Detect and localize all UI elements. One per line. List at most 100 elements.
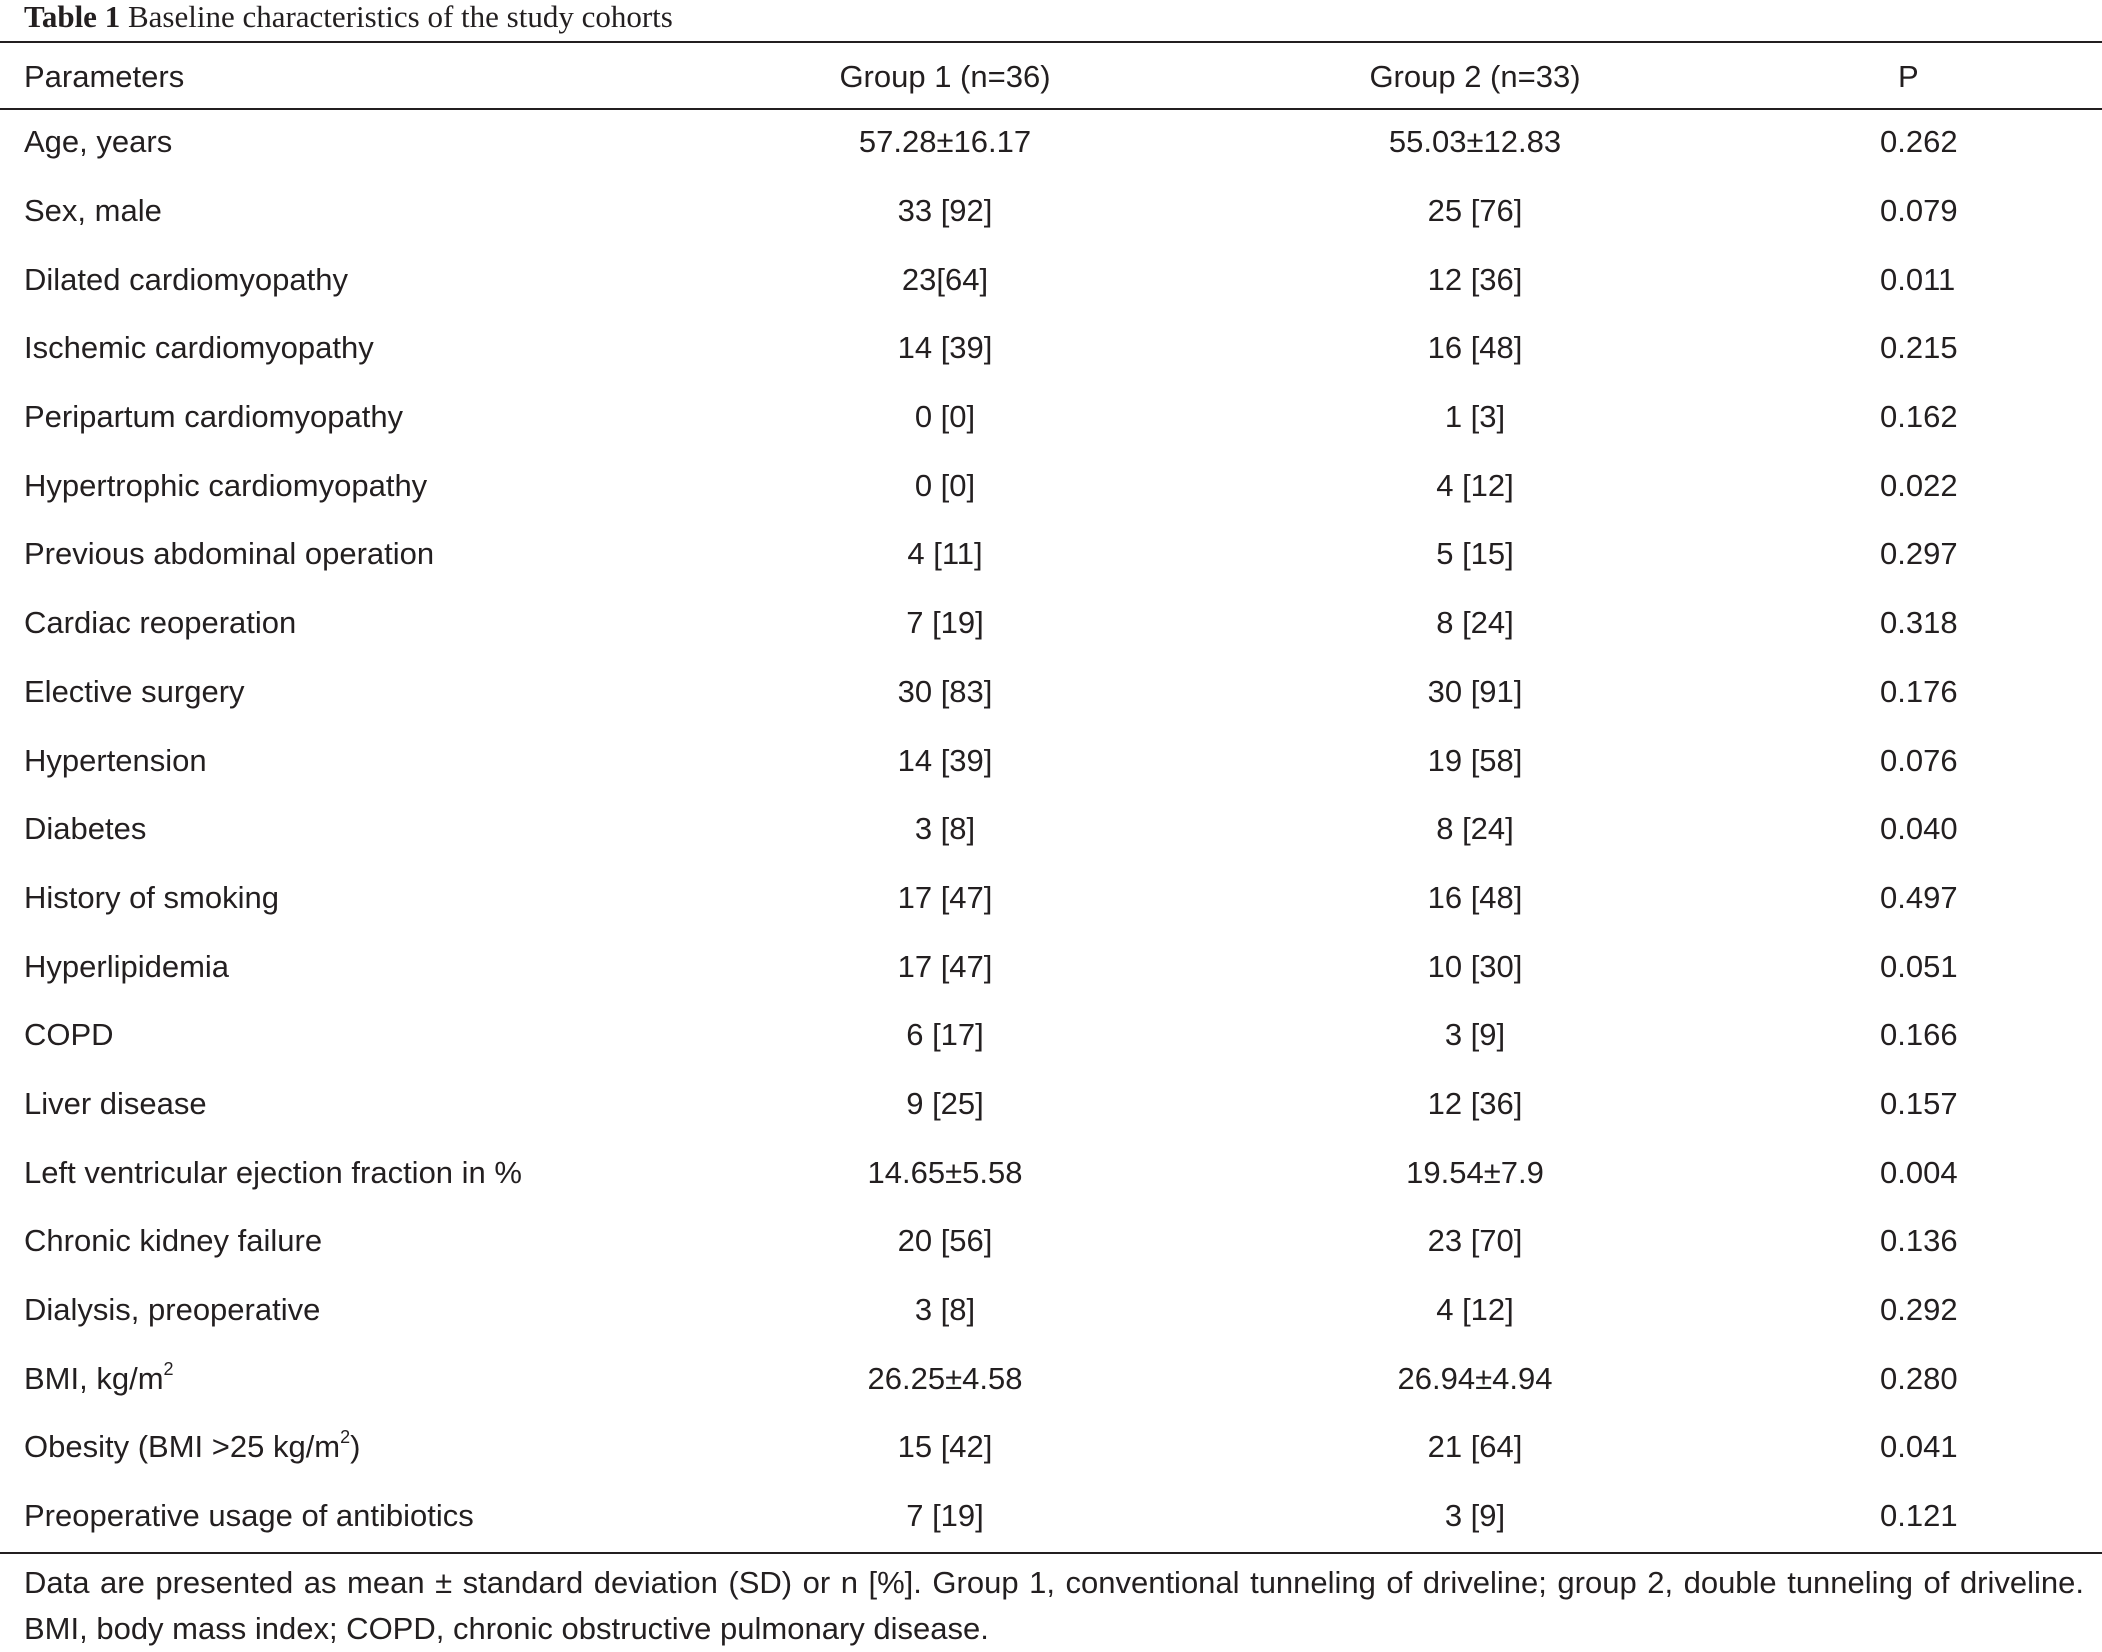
table-row: COPD 6 [17] 3 [9] 0.166	[0, 1001, 2102, 1070]
parameter-label: BMI, kg/m	[24, 1360, 164, 1396]
table-row: Peripartum cardiomyopathy 0 [0] 1 [3] 0.162	[0, 383, 2102, 452]
cell-group2: 23 [70]	[1427, 1223, 1523, 1259]
cell-p-value: 0.022	[1880, 467, 1958, 503]
cell-group1: 0 [0]	[914, 467, 976, 503]
table-row: Elective surgery 30 [83] 30 [91] 0.176	[0, 658, 2102, 727]
table-row: Previous abdominal operation 4 [11] 5 [15]…	[0, 520, 2102, 589]
parameter-label: Peripartum cardiomyopathy	[24, 399, 404, 435]
table-row: Dilated cardiomyopathy 23[64] 12 [36] 0.011	[0, 245, 2102, 314]
cell-p-value: 0.497	[1880, 879, 1958, 915]
cell-parameter: Peripartum cardiomyopathy	[0, 383, 700, 452]
cell-p-value: 0.011	[1880, 261, 1956, 297]
bottom-rule	[0, 1552, 2102, 1554]
table-row: Left ventricular ejection fraction in % 1…	[0, 1138, 2102, 1207]
cell-p-value: 0.076	[1880, 742, 1958, 778]
cell-p-value: 0.176	[1880, 673, 1958, 709]
table-row: Diabetes 3 [8] 8 [24] 0.040	[0, 795, 2102, 864]
cell-group1: 23[64]	[901, 261, 989, 297]
cell-parameter: COPD	[0, 1001, 700, 1070]
parameter-label: Age, years	[24, 124, 173, 160]
table-row: Hyperlipidemia 17 [47] 10 [30] 0.051	[0, 932, 2102, 1001]
table-row: BMI, kg/m2 26.25±4.58 26.94±4.94 0.280	[0, 1344, 2102, 1413]
cell-parameter: Left ventricular ejection fraction in %	[0, 1138, 700, 1207]
cell-parameter: Ischemic cardiomyopathy	[0, 314, 700, 383]
table-row: Dialysis, preoperative 3 [8] 4 [12] 0.292	[0, 1276, 2102, 1345]
cell-group2: 12 [36]	[1427, 1085, 1523, 1121]
parameter-superscript: 2	[340, 1427, 351, 1448]
cell-p-value: 0.297	[1880, 536, 1958, 572]
cell-group2: 26.94±4.94	[1397, 1360, 1553, 1396]
cell-p-value: 0.162	[1880, 399, 1958, 435]
parameter-label: Sex, male	[24, 193, 162, 229]
cell-parameter: Hypertrophic cardiomyopathy	[0, 451, 700, 520]
parameter-label: Hypertension	[24, 742, 207, 778]
parameter-label: Hypertrophic cardiomyopathy	[24, 467, 428, 503]
table-row: Sex, male 33 [92] 25 [76] 0.079	[0, 177, 2102, 246]
cell-p-value: 0.040	[1880, 811, 1958, 847]
cell-group2: 5 [15]	[1436, 536, 1514, 572]
cell-p-value: 0.262	[1880, 124, 1958, 160]
table-footnote: Data are presented as mean ± standard de…	[24, 1565, 2084, 1646]
cell-group1: 3 [8]	[914, 1292, 976, 1328]
cell-group2: 10 [30]	[1427, 948, 1523, 984]
parameter-label: Obesity (BMI >25 kg/m	[24, 1429, 341, 1465]
header-parameters: Parameters	[24, 58, 185, 94]
parameter-label: Dialysis, preoperative	[24, 1292, 321, 1328]
table-row: Hypertension 14 [39] 19 [58] 0.076	[0, 726, 2102, 795]
cell-group1: 33 [92]	[897, 193, 993, 229]
table-row: Hypertrophic cardiomyopathy 0 [0] 4 [12] 0.…	[0, 451, 2102, 520]
top-rule	[0, 41, 2102, 43]
cell-p-value: 0.318	[1880, 605, 1958, 641]
cell-group2: 3 [9]	[1444, 1498, 1506, 1534]
cell-group2: 30 [91]	[1427, 673, 1523, 709]
parameter-label: Preoperative usage of antibiotics	[24, 1498, 474, 1534]
cell-parameter: Cardiac reoperation	[0, 589, 700, 658]
cell-group1: 6 [17]	[906, 1017, 984, 1053]
table-row: History of smoking 17 [47] 16 [48] 0.497	[0, 864, 2102, 933]
cell-group1: 26.25±4.58	[867, 1360, 1023, 1396]
cell-group2: 8 [24]	[1436, 605, 1514, 641]
cell-parameter: Obesity (BMI >25 kg/m2)	[0, 1413, 700, 1482]
cell-parameter: Age, years	[0, 108, 700, 177]
cell-parameter: Dialysis, preoperative	[0, 1276, 700, 1345]
table-header-row: Parameters Group 1 (n=36) Group 2 (n=33)…	[0, 43, 2102, 108]
cell-group2: 19.54±7.9	[1406, 1154, 1544, 1190]
header-group2: Group 2 (n=33)	[1369, 58, 1581, 94]
table-row: Liver disease 9 [25] 12 [36] 0.157	[0, 1070, 2102, 1139]
table-row: Preoperative usage of antibiotics 7 [19] 3…	[0, 1482, 2102, 1551]
cell-group2: 21 [64]	[1427, 1429, 1523, 1465]
cell-group1: 3 [8]	[914, 811, 976, 847]
cell-group2: 19 [58]	[1427, 742, 1523, 778]
parameter-label: Previous abdominal operation	[24, 536, 435, 572]
cell-p-value: 0.215	[1880, 330, 1958, 366]
header-rule	[0, 108, 2102, 110]
cell-parameter: Chronic kidney failure	[0, 1207, 700, 1276]
cell-p-value: 0.004	[1880, 1154, 1958, 1190]
cell-group1: 14 [39]	[897, 330, 993, 366]
cell-group1: 15 [42]	[897, 1429, 993, 1465]
cell-group1: 4 [11]	[907, 536, 983, 572]
table-row: Ischemic cardiomyopathy 14 [39] 16 [48] 0.2…	[0, 314, 2102, 383]
cell-p-value: 0.136	[1880, 1223, 1958, 1259]
cell-group1: 14.65±5.58	[867, 1154, 1023, 1190]
parameter-label: Diabetes	[24, 811, 147, 847]
cell-group2: 1 [3]	[1444, 399, 1506, 435]
header-group1: Group 1 (n=36)	[839, 58, 1051, 94]
table-body: Age, years 57.28±16.17 55.03±12.83 0.262 Sex…	[0, 108, 2102, 1550]
cell-p-value: 0.079	[1880, 193, 1958, 229]
cell-group1: 7 [19]	[906, 1498, 984, 1534]
cell-parameter: Dilated cardiomyopathy	[0, 245, 700, 314]
cell-group1: 0 [0]	[914, 399, 976, 435]
cell-group2: 4 [12]	[1436, 1292, 1514, 1328]
cell-p-value: 0.280	[1880, 1360, 1958, 1396]
cell-p-value: 0.157	[1880, 1085, 1958, 1121]
cell-group1: 30 [83]	[897, 673, 993, 709]
cell-group1: 17 [47]	[897, 879, 993, 915]
cell-parameter: BMI, kg/m2	[0, 1344, 700, 1413]
parameter-label: Left ventricular ejection fraction in %	[24, 1154, 522, 1190]
parameter-label: COPD	[24, 1017, 114, 1053]
parameter-label-suffix: )	[350, 1429, 361, 1465]
baseline-characteristics-table: Parameters Group 1 (n=36) Group 2 (n=33)…	[0, 43, 2102, 1550]
table-caption-label: Table 1	[24, 0, 121, 34]
cell-group2: 12 [36]	[1427, 261, 1523, 297]
